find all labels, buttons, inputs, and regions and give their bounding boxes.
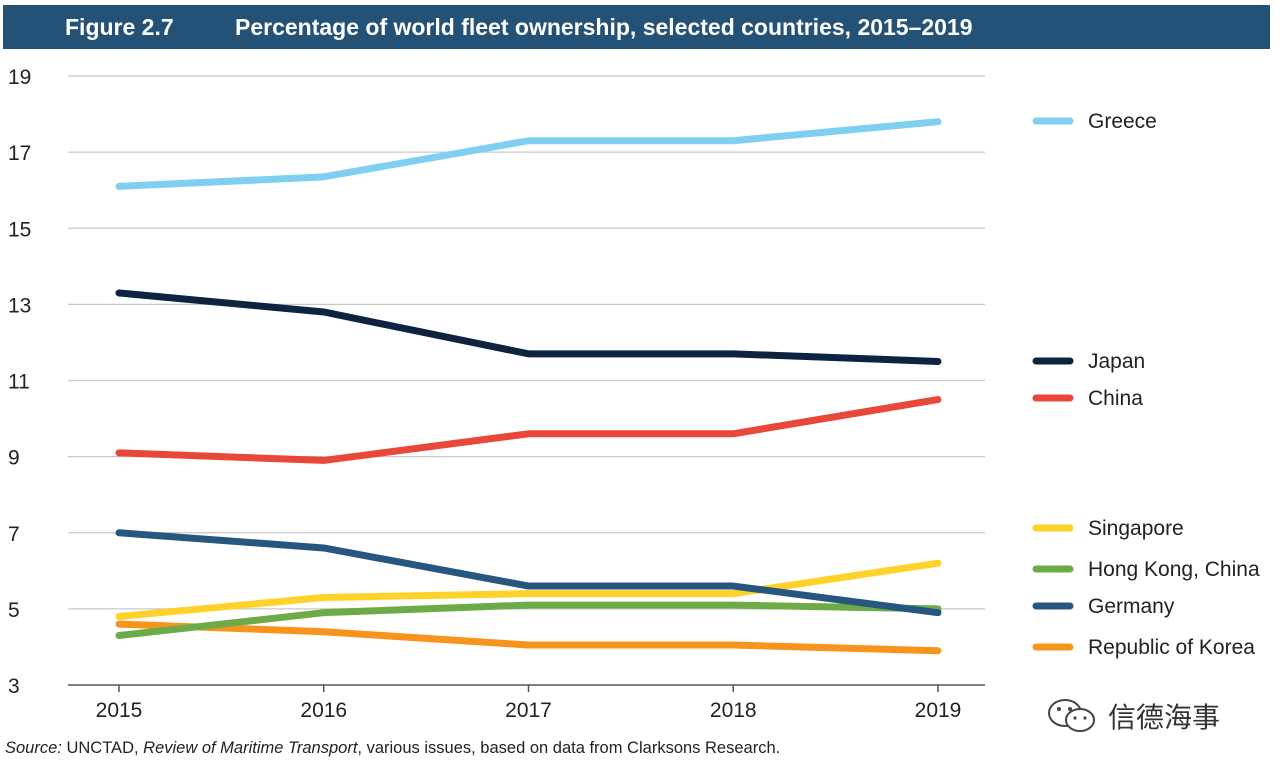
- source-text-1: UNCTAD,: [61, 739, 144, 757]
- legend-label-republic-of-korea: Republic of Korea: [1088, 636, 1255, 659]
- source-prefix: Source:: [5, 739, 62, 757]
- x-tick-label-2017: 2017: [505, 699, 552, 722]
- series-line-republic-of-korea: [115, 620, 942, 655]
- series-line-greece: [115, 118, 942, 190]
- x-tick-label-2019: 2019: [915, 699, 962, 722]
- y-tick-label-17: 17: [8, 142, 31, 165]
- figure-header: Figure 2.7 Percentage of world fleet own…: [3, 5, 1270, 49]
- x-tick-label-2015: 2015: [96, 699, 143, 722]
- series-line-germany: [115, 529, 942, 617]
- y-tick-label-7: 7: [8, 523, 20, 546]
- y-tick-label-3: 3: [8, 675, 20, 698]
- y-tick-label-19: 19: [8, 66, 31, 89]
- series-line-hong-kong-china: [115, 601, 942, 640]
- y-tick-label-15: 15: [8, 218, 31, 241]
- watermark: 信德海事: [1046, 696, 1220, 736]
- legend-label-germany: Germany: [1088, 595, 1175, 618]
- legend-label-japan: Japan: [1088, 350, 1145, 373]
- x-tick-label-2016: 2016: [300, 699, 347, 722]
- wechat-icon: [1046, 697, 1098, 735]
- figure-label: Figure 2.7: [65, 13, 174, 40]
- y-tick-label-13: 13: [8, 294, 31, 317]
- source-publication: Review of Maritime Transport: [143, 739, 358, 757]
- x-tick-label-2018: 2018: [710, 699, 757, 722]
- legend-label-china: China: [1088, 387, 1143, 410]
- legend-label-hong-kong-china: Hong Kong, China: [1088, 558, 1260, 581]
- legend-label-greece: Greece: [1088, 110, 1157, 133]
- source-text-2: , various issues, based on data from Cla…: [357, 739, 781, 757]
- series-line-singapore: [115, 559, 942, 620]
- legend-label-singapore: Singapore: [1088, 517, 1184, 540]
- series-line-japan: [115, 289, 942, 365]
- y-tick-label-5: 5: [8, 599, 20, 622]
- chart-title: Percentage of world fleet ownership, sel…: [235, 13, 973, 40]
- y-tick-label-11: 11: [8, 371, 30, 394]
- watermark-text: 信德海事: [1108, 701, 1221, 734]
- y-tick-label-9: 9: [8, 447, 20, 470]
- source-note: Source: UNCTAD, Review of Maritime Trans…: [5, 739, 780, 758]
- series-line-china: [115, 396, 942, 464]
